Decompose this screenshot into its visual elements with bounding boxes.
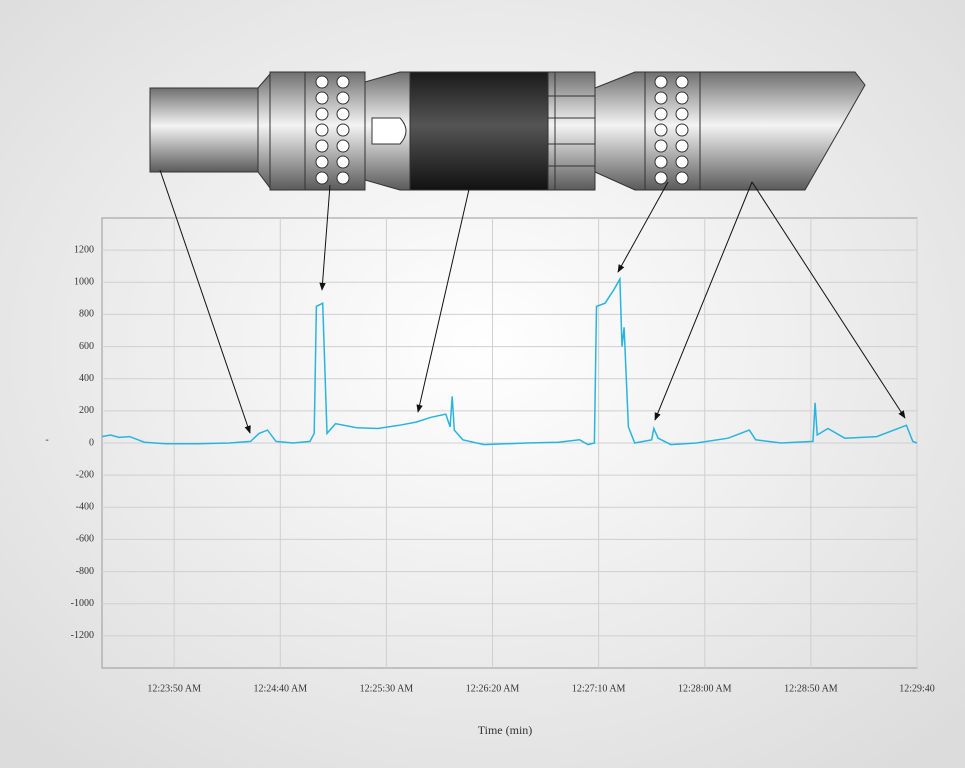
arrows <box>159 169 906 434</box>
y-tick-label: 600 <box>79 341 94 352</box>
x-tick-label: 12:23:50 AM <box>147 683 201 694</box>
y-tick-label: -1000 <box>71 598 94 609</box>
y-tick-label: 200 <box>79 405 94 416</box>
x-tick-label: 12:25:30 AM <box>360 683 414 694</box>
x-tick-label: 12:29:40 <box>899 683 935 694</box>
plot <box>101 276 918 446</box>
x-tick-label: 12:27:10 AM <box>572 683 626 694</box>
y-tick-label: -1200 <box>71 630 94 641</box>
y-tick-label: -200 <box>76 469 94 480</box>
y-tick-label: -800 <box>76 566 94 577</box>
x-tick-label: 12:28:50 AM <box>784 683 838 694</box>
y-tick-label: -600 <box>76 534 94 545</box>
x-tick-label: 12:24:40 AM <box>253 683 307 694</box>
y-tick-label: 1200 <box>74 244 94 255</box>
y-tick-label: 0 <box>89 437 94 448</box>
tool-illustration <box>149 71 866 191</box>
x-tick-label: 12:28:00 AM <box>678 683 732 694</box>
data-line <box>101 276 918 446</box>
x-tick-label: 12:26:20 AM <box>466 683 520 694</box>
y-tick-label: 400 <box>79 373 94 384</box>
y-axis-label: - <box>45 434 48 445</box>
x-axis-label: Time (min) <box>478 723 533 737</box>
y-tick-label: 800 <box>79 309 94 320</box>
y-tick-label: -400 <box>76 502 94 513</box>
y-tick-label: 1000 <box>74 277 94 288</box>
